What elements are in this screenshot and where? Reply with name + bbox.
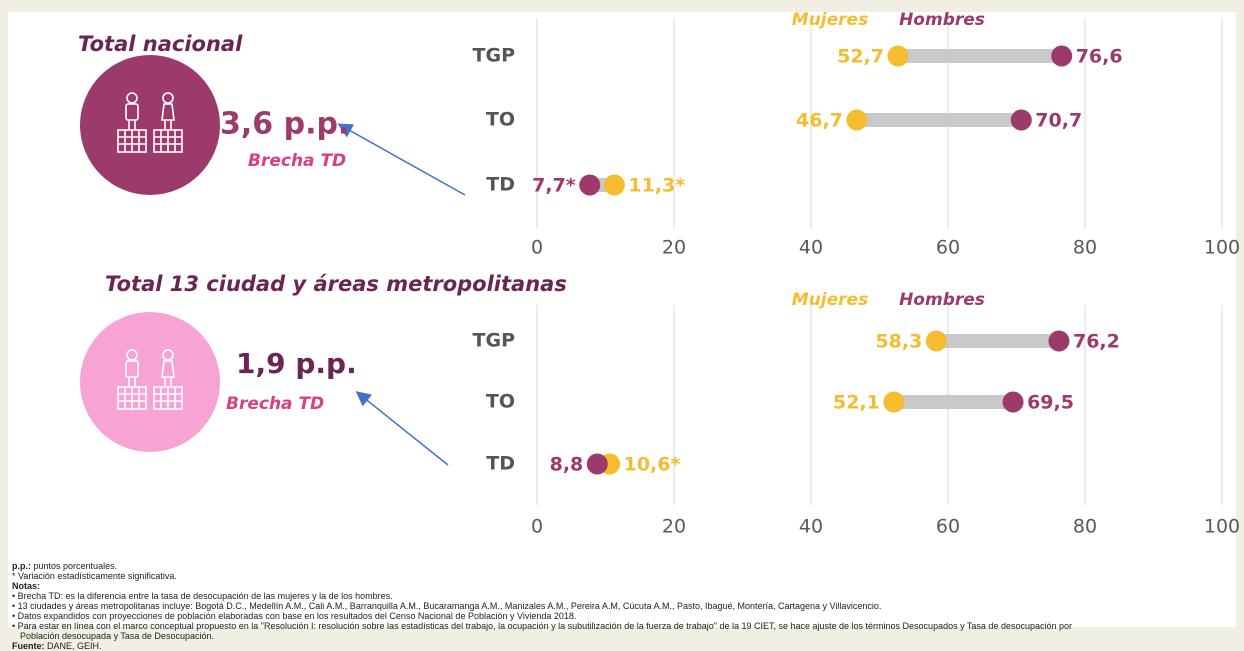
category-label: TO: [486, 109, 515, 131]
notes-title: Notas:: [12, 581, 41, 591]
chart-title: Total nacional: [78, 32, 243, 56]
gap-label: 1,9 p.p.: [236, 347, 357, 380]
value-label: 70,7: [1035, 110, 1082, 132]
notes: p.p.: puntos porcentuales. * Variación e…: [12, 561, 1112, 651]
value-label: 76,2: [1073, 331, 1120, 353]
x-tick-label: 40: [799, 237, 823, 259]
value-label: 69,5: [1027, 392, 1074, 414]
arrow: [337, 123, 466, 196]
category-label: TO: [486, 391, 515, 413]
value-label: 7,7*: [532, 175, 576, 197]
value-label: 10,6*: [624, 454, 681, 476]
note: • Datos expandidos con proyecciones de p…: [12, 611, 577, 621]
x-tick-label: 100: [1204, 237, 1240, 259]
category-label: TD: [486, 174, 515, 196]
value-label: 11,3*: [628, 175, 685, 197]
legend-label: Hombres: [899, 10, 985, 30]
note: Fuente: DANE, GEIH.: [12, 641, 1112, 651]
term: p.p.:: [12, 561, 31, 571]
arrow: [355, 391, 449, 466]
note: p.p.: puntos porcentuales.: [12, 561, 1112, 571]
note: • Brecha TD: es la diferencia entre la t…: [12, 591, 393, 601]
gap-caption: Brecha TD: [248, 151, 346, 171]
text: DANE, GEIH.: [47, 641, 102, 651]
x-tick-label: 60: [936, 516, 960, 538]
dot: [1048, 330, 1070, 352]
legend-label: Mujeres: [792, 290, 868, 310]
gap-caption: Brecha TD: [226, 394, 324, 414]
dot: [579, 174, 601, 196]
dot: [846, 109, 868, 131]
x-tick-label: 60: [936, 237, 960, 259]
dot: [925, 330, 947, 352]
dot: [1010, 109, 1032, 131]
x-tick-label: 0: [531, 516, 543, 538]
dot: [603, 174, 625, 196]
chart-title: Total 13 ciudad y áreas metropolitanas: [105, 272, 567, 296]
note: * Variación estadísticamente significati…: [12, 571, 177, 581]
x-tick-label: 100: [1204, 516, 1240, 538]
badge: [80, 312, 220, 452]
legend-label: Mujeres: [792, 10, 868, 30]
infographic: Total nacional 3,6 p.p. Brecha TD 0 20 40 60 80…: [78, 10, 1240, 538]
dot: [1051, 45, 1073, 67]
note: • 13 ciudades y áreas metropolitanas inc…: [12, 601, 882, 611]
category-label: TD: [486, 453, 515, 475]
page: Total nacional 3,6 p.p. Brecha TD 0 20 40 60 80…: [8, 10, 1241, 651]
dot: [883, 391, 905, 413]
term: Fuente:: [12, 641, 45, 651]
x-tick-label: 80: [1073, 516, 1097, 538]
badge: [80, 55, 220, 195]
value-label: 46,7: [796, 110, 843, 132]
dot: [586, 453, 608, 475]
value-label: 52,7: [837, 46, 884, 68]
value-label: 76,6: [1076, 46, 1123, 68]
gap-label: 3,6 p.p.: [220, 107, 349, 142]
category-label: TGP: [473, 45, 516, 67]
text: puntos porcentuales.: [33, 561, 118, 571]
x-tick-label: 80: [1073, 237, 1097, 259]
dot: [1002, 391, 1024, 413]
legend-label: Hombres: [899, 290, 985, 310]
x-tick-label: 20: [662, 237, 686, 259]
value-label: 58,3: [875, 331, 922, 353]
category-label: TGP: [473, 330, 516, 352]
dot: [887, 45, 909, 67]
x-tick-label: 40: [799, 516, 823, 538]
x-tick-label: 20: [662, 516, 686, 538]
value-label: 8,8: [550, 454, 584, 476]
value-label: 52,1: [833, 392, 880, 414]
note: • Para estar en línea con el marco conce…: [12, 621, 1072, 641]
x-tick-label: 0: [531, 237, 543, 259]
